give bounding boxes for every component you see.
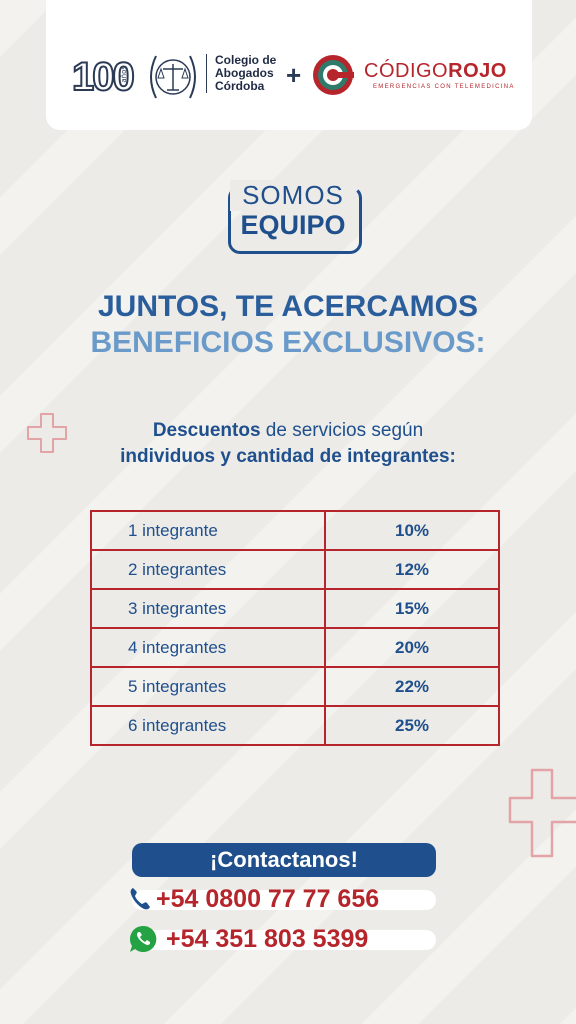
centenary-anos-label: años <box>120 66 128 83</box>
headline-line-1: JUNTOS, TE ACERCAMOS <box>97 290 479 323</box>
header-card <box>46 0 532 130</box>
discount-cell: 12% <box>324 549 500 590</box>
medical-cross-icon <box>508 768 576 858</box>
codigo-rojo-name: CÓDIGOROJO <box>364 60 507 82</box>
headline-line-2: BENEFICIOS EXCLUSIVOS: <box>90 326 486 359</box>
somos-equipo-frame <box>228 186 362 254</box>
equipo-label: EQUIPO <box>240 210 346 240</box>
table-row: 2 integrantes 12% <box>90 549 500 590</box>
somos-label: SOMOS <box>230 180 356 211</box>
discount-cell: 22% <box>324 666 500 707</box>
contact-heading: ¡Contactanos! <box>132 843 436 877</box>
discount-cell: 25% <box>324 705 500 746</box>
codigo-rojo-logo-icon <box>313 55 354 95</box>
members-cell: 5 integrantes <box>90 666 326 707</box>
members-cell: 1 integrante <box>90 510 326 551</box>
medical-cross-icon <box>27 413 67 453</box>
centenary-logo: 100 <box>71 54 136 100</box>
members-cell: 3 integrantes <box>90 588 326 629</box>
table-row: 4 integrantes 20% <box>90 627 500 668</box>
discount-table: 1 integrante 10% 2 integrantes 12% 3 int… <box>90 510 500 746</box>
colegio-abogados-name: Colegio de Abogados Córdoba <box>206 54 289 93</box>
codigo-rojo-tagline: EMERGENCIAS CON TELEMEDICINA <box>373 84 515 90</box>
table-row: 5 integrantes 22% <box>90 666 500 707</box>
table-row: 3 integrantes 15% <box>90 588 500 629</box>
table-row: 1 integrante 10% <box>90 510 500 551</box>
discount-cell: 15% <box>324 588 500 629</box>
members-cell: 4 integrantes <box>90 627 326 668</box>
discount-cell: 20% <box>324 627 500 668</box>
phone-icon <box>130 888 150 910</box>
members-cell: 2 integrantes <box>90 549 326 590</box>
partnership-plus: + <box>286 60 302 90</box>
whatsapp-number-link[interactable]: +54 351 803 5399 <box>166 925 369 953</box>
whatsapp-bar <box>132 930 436 950</box>
whatsapp-icon <box>129 925 157 952</box>
description-line-1: Descuentos de servicios según <box>152 420 424 441</box>
description-line-2: individuos y cantidad de integrantes: <box>120 446 456 467</box>
phone-bar <box>132 890 436 910</box>
members-cell: 6 integrantes <box>90 705 326 746</box>
phone-number-link[interactable]: +54 0800 77 77 656 <box>156 885 380 913</box>
discount-cell: 10% <box>324 510 500 551</box>
table-row: 6 integrantes 25% <box>90 705 500 746</box>
scales-of-justice-icon <box>150 55 196 99</box>
